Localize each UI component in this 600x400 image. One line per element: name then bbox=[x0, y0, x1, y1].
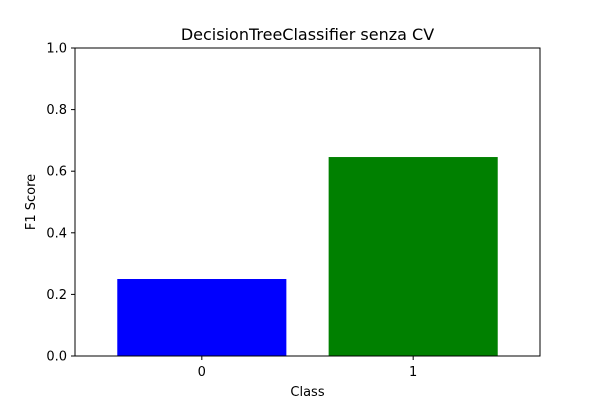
y-tick-label: 1.0 bbox=[46, 42, 67, 57]
plot-frame bbox=[74, 47, 541, 357]
y-tick-label: 0.8 bbox=[46, 103, 67, 118]
bar-class-0 bbox=[117, 279, 287, 356]
x-tick-label: 1 bbox=[409, 365, 417, 380]
y-tick-label: 0.2 bbox=[46, 288, 67, 303]
y-axis-label: F1 Score bbox=[24, 174, 39, 230]
bars-group bbox=[117, 157, 498, 356]
x-tick-label: 0 bbox=[198, 365, 206, 380]
chart-title: DecisionTreeClassifier senza CV bbox=[181, 25, 434, 44]
y-axis-ticks: 0.0 0.2 0.4 0.6 0.8 1.0 bbox=[46, 42, 75, 365]
y-tick-label: 0.6 bbox=[46, 165, 67, 180]
y-tick-label: 0.0 bbox=[46, 350, 67, 365]
y-tick-label: 0.4 bbox=[46, 226, 67, 241]
bar-class-1 bbox=[328, 157, 498, 356]
x-axis-label: Class bbox=[290, 385, 324, 400]
